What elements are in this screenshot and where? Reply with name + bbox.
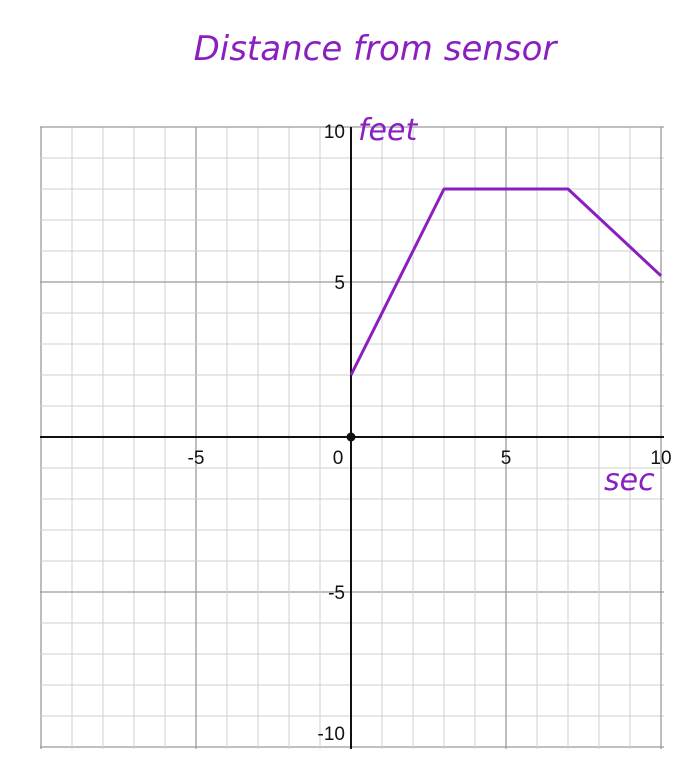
x-tick-label: 10 <box>650 448 671 469</box>
data-point <box>346 432 356 442</box>
series <box>346 187 663 442</box>
y-tick-label: 10 <box>324 122 345 143</box>
y-axis-label: feet <box>358 113 418 148</box>
x-tick-label: 5 <box>501 448 512 469</box>
y-tick-label: 5 <box>334 273 345 294</box>
y-tick-label: -10 <box>318 724 345 745</box>
chart-title: Distance from sensor <box>194 29 559 69</box>
x-axis-label: sec <box>604 463 655 498</box>
x-tick-label: -5 <box>188 448 205 469</box>
x-tick-label: 0 <box>333 448 344 469</box>
y-tick-label: -5 <box>328 583 345 604</box>
series-line <box>349 187 663 376</box>
tick-labels: -5 0 5 10 10 5 -5 -10 <box>188 122 672 745</box>
